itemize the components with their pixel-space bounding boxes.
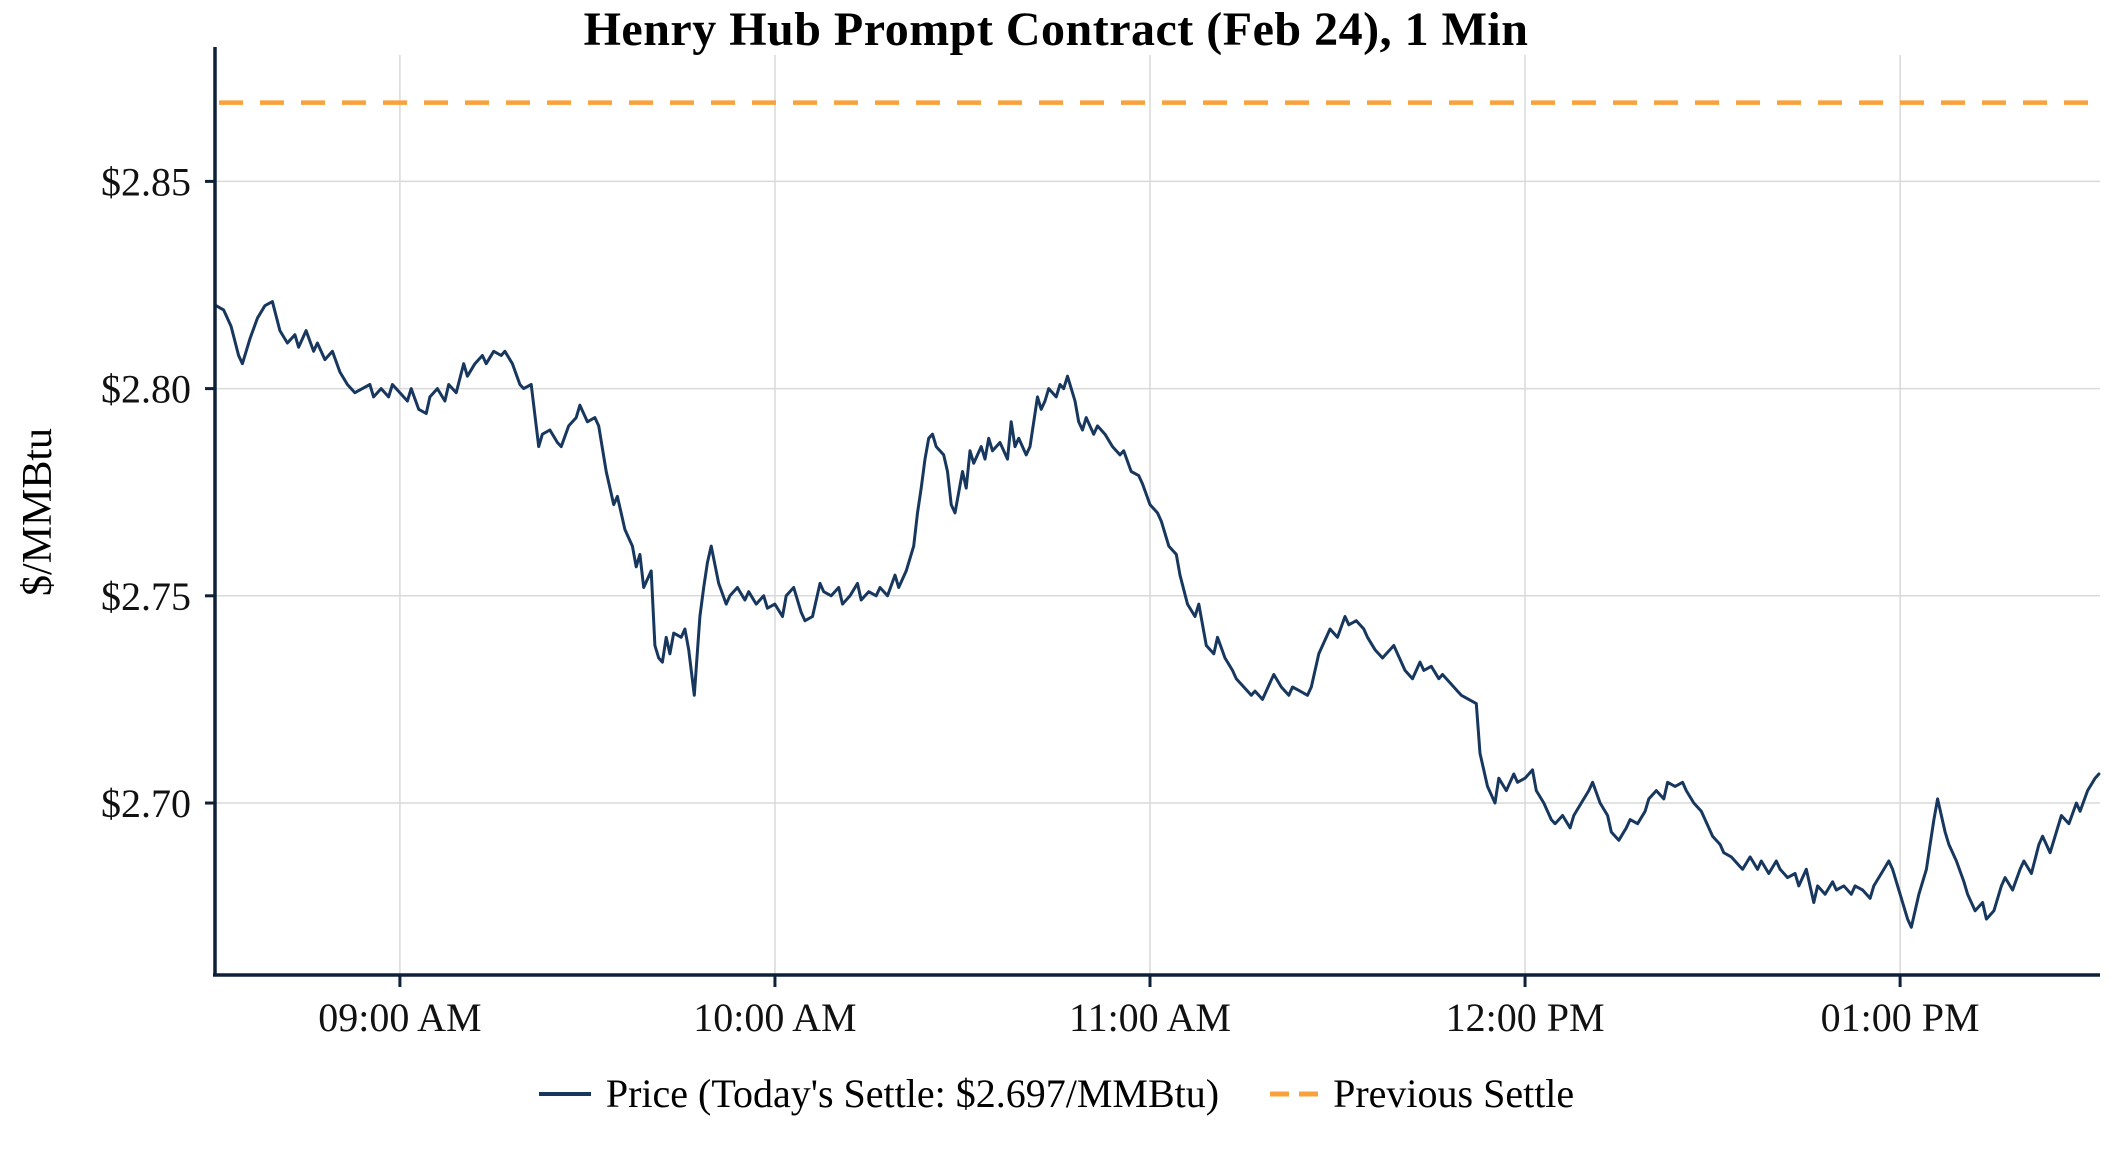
legend-price-label: Price (Today's Settle: $2.697/MMBtu) xyxy=(605,1071,1220,1116)
x-tick-label: 01:00 PM xyxy=(1821,995,1980,1040)
y-tick-label: $2.85 xyxy=(101,159,191,204)
x-tick-label: 12:00 PM xyxy=(1446,995,1605,1040)
chart-title: Henry Hub Prompt Contract (Feb 24), 1 Mi… xyxy=(583,3,1529,56)
y-tick-label: $2.80 xyxy=(101,367,191,412)
chart-legend: Price (Today's Settle: $2.697/MMBtu) Pre… xyxy=(0,1070,2112,1117)
price-line xyxy=(214,300,2101,929)
y-tick-label: $2.75 xyxy=(101,574,191,619)
x-tick-label: 11:00 AM xyxy=(1069,995,1231,1040)
x-tick-label: 10:00 AM xyxy=(693,995,856,1040)
legend-price-line-icon xyxy=(538,1089,592,1099)
legend-previous-settle-label: Previous Settle xyxy=(1333,1071,1575,1116)
legend-dashed-line-icon xyxy=(1269,1089,1319,1099)
x-tick-label: 09:00 AM xyxy=(318,995,481,1040)
y-tick-label: $2.70 xyxy=(101,781,191,826)
